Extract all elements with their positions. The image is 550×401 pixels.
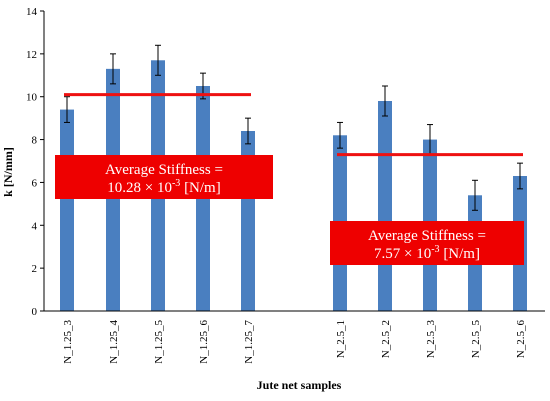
x-tick-label: N_2.5_3 [425,320,437,359]
y-tick-label: 2 [32,263,38,275]
y-tick-label: 0 [32,306,38,318]
y-tick-label: 8 [32,135,38,147]
y-tick-label: 10 [26,92,38,104]
average-lines-layer [64,93,523,157]
x-tick-label: N_1.25_4 [108,320,120,364]
y-tick-label: 14 [26,6,38,18]
x-tick-label: N_1.25_7 [243,320,255,364]
bar [378,101,392,311]
x-tick-label: N_2.5_5 [470,320,482,359]
x-tick-label: N_1.25_5 [153,320,165,364]
x-axis-ticks: N_1.25_3 N_1.25_4 N_1.25_5 N_1.25_6 N_1.25_7… [62,320,527,364]
annotation-2-line2: 7.57 × 10-3 [N/m] [374,244,480,262]
y-tick-label: 6 [32,177,38,189]
y-axis-ticks: 0 2 4 6 8 10 12 14 [26,6,44,318]
x-tick-label: N_1.25_3 [62,320,74,364]
x-axis-title: Jute net samples [257,378,342,392]
annotation-1-line2: 10.28 × 10-3 [N/m] [107,178,220,196]
annotation-box-group-1: Average Stiffness = 10.28 × 10-3 [N/m] [55,155,273,199]
x-tick-label: N_1.25_6 [198,320,210,364]
annotation-2-line1: Average Stiffness = [368,228,486,244]
x-tick-label: N_2.5_1 [335,320,347,358]
bar [60,109,74,311]
error-bars-layer [64,44,523,211]
x-tick-label: N_2.5_6 [515,320,527,359]
annotation-box-2 [330,221,524,265]
annotation-1-line1: Average Stiffness = [105,162,223,178]
annotation-box-1 [55,155,273,199]
y-axis-title: k [N/mm] [1,147,15,197]
x-tick-label: N_2.5_2 [380,320,392,358]
y-tick-label: 12 [26,49,37,61]
annotation-box-group-2: Average Stiffness = 7.57 × 10-3 [N/m] [330,221,524,265]
y-tick-label: 4 [32,220,38,232]
